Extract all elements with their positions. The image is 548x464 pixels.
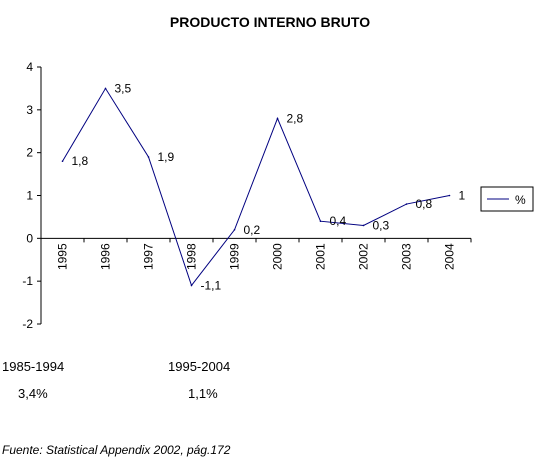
data-point xyxy=(61,160,64,163)
data-label: 1,9 xyxy=(158,150,175,164)
y-tick-label: -2 xyxy=(22,317,33,331)
data-point xyxy=(448,194,451,197)
data-label: 0,4 xyxy=(330,214,347,228)
period-1-label: 1985-1994 xyxy=(2,359,65,374)
source-note: Fuente: Statistical Appendix 2002, pág.1… xyxy=(2,443,231,457)
y-tick-label: -1 xyxy=(22,274,33,288)
period-1-value: 3,4% xyxy=(18,386,48,401)
y-tick-label: 1 xyxy=(26,189,33,203)
x-tick-label: 2001 xyxy=(314,243,328,270)
legend: % xyxy=(480,186,534,212)
data-point xyxy=(405,203,408,205)
data-point xyxy=(362,224,365,227)
data-label: 0,3 xyxy=(373,218,390,232)
y-tick-label: 0 xyxy=(26,231,33,245)
data-point xyxy=(276,117,279,120)
series-line xyxy=(62,87,450,287)
data-point xyxy=(319,220,322,222)
data-label: 0,2 xyxy=(244,223,261,237)
x-tick-label: 1998 xyxy=(185,243,199,270)
x-tick-label: 2004 xyxy=(443,243,457,270)
data-label: 3,5 xyxy=(115,81,132,95)
data-label: 0,8 xyxy=(416,197,433,211)
chart-title: PRODUCTO INTERNO BRUTO xyxy=(170,14,370,30)
data-point xyxy=(104,87,107,90)
period-2-label: 1995-2004 xyxy=(168,359,231,374)
plot-area: 1,8 3,5 1,9 -1,1 0,2 2,8 0,4 0,3 0,8 1 xyxy=(61,81,466,292)
data-label: -1,1 xyxy=(201,278,222,292)
data-label: 1,8 xyxy=(72,154,89,168)
data-point xyxy=(147,156,150,158)
y-tick-label: 2 xyxy=(26,146,33,160)
x-tick-label: 2003 xyxy=(400,243,414,270)
x-tick-label: 1996 xyxy=(99,243,113,270)
data-label: 1 xyxy=(459,189,466,203)
x-tick-label: 2002 xyxy=(357,243,371,270)
data-point xyxy=(233,228,236,231)
axes: 4 3 2 1 0 -1 -2 1995 1996 1997 1998 1999 2000 2001 200… xyxy=(22,60,472,331)
x-tick-label: 1997 xyxy=(142,243,156,270)
x-tick-label: 2000 xyxy=(271,243,285,270)
x-tick-label: 1995 xyxy=(56,243,70,270)
data-label: 2,8 xyxy=(287,111,304,125)
period-2-value: 1,1% xyxy=(188,386,218,401)
data-point xyxy=(190,284,193,287)
x-tick-label: 1999 xyxy=(228,243,242,270)
legend-label: % xyxy=(515,193,526,207)
y-tick-label: 4 xyxy=(26,60,33,74)
y-tick-label: 3 xyxy=(26,103,33,117)
